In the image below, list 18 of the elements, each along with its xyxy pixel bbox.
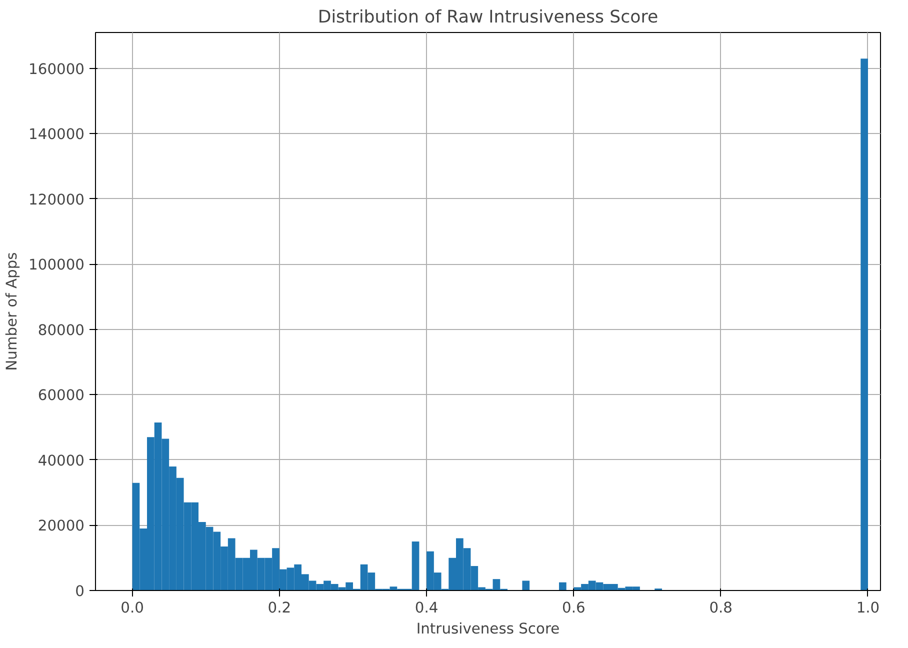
y-tick-label: 140000	[28, 126, 85, 144]
x-tick-label: 0.4	[414, 600, 438, 616]
chart-title: Distribution of Raw Intrusiveness Score	[318, 8, 658, 28]
y-tick-label: 20000	[38, 518, 84, 535]
y-tick-label: 40000	[38, 452, 84, 470]
x-tick-label: 0.8	[709, 600, 733, 616]
x-tick-label: 0.0	[120, 600, 144, 616]
y-tick-label: 0	[75, 583, 85, 600]
x-tick-label: 1.0	[856, 600, 880, 616]
y-tick-label: 80000	[38, 322, 84, 339]
y-tick-label: 60000	[38, 387, 84, 404]
y-tick-label: 120000	[28, 191, 85, 208]
x-tick-label: 0.2	[268, 600, 292, 616]
x-axis-title: Intrusiveness Score	[416, 620, 560, 638]
y-axis-title: Number of Apps	[4, 252, 21, 371]
y-tick-label: 100000	[28, 256, 85, 274]
x-tick-label: 0.6	[562, 600, 586, 616]
y-tick-label: 160000	[28, 60, 85, 78]
